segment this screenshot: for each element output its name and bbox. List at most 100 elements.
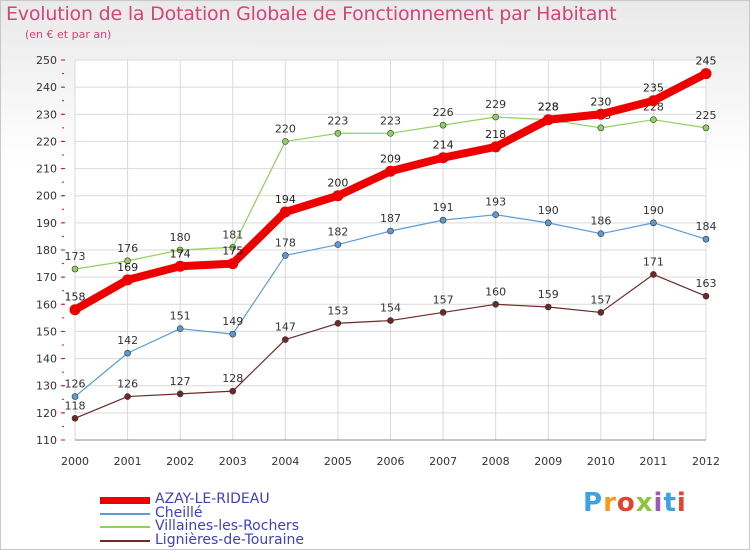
legend-label: AZAY-LE-RIDEAU xyxy=(155,491,270,507)
data-label: 173 xyxy=(65,250,86,263)
legend-swatch xyxy=(100,512,150,515)
data-label: 154 xyxy=(380,302,401,315)
data-point xyxy=(492,300,499,308)
y-tick-label: 170 xyxy=(36,271,57,284)
data-point xyxy=(71,414,79,422)
data-label: 229 xyxy=(485,98,506,111)
data-point xyxy=(437,152,449,164)
data-label: 194 xyxy=(275,193,296,206)
data-point xyxy=(492,113,499,121)
data-point xyxy=(542,114,554,126)
data-label: 214 xyxy=(433,139,454,152)
data-point xyxy=(282,252,289,259)
data-label: 181 xyxy=(222,228,243,241)
data-label: 182 xyxy=(327,226,348,239)
data-point xyxy=(387,317,394,324)
data-point xyxy=(439,309,447,316)
data-point xyxy=(229,387,237,395)
data-label: 218 xyxy=(485,128,506,141)
data-label: 223 xyxy=(327,114,348,127)
logo-letter: x xyxy=(635,488,654,518)
legend-swatch xyxy=(100,526,150,528)
data-point xyxy=(385,165,396,177)
logo-letter: r xyxy=(603,488,617,518)
x-tick-label: 2009 xyxy=(534,455,562,468)
data-point xyxy=(702,292,710,300)
data-label: 160 xyxy=(485,285,506,298)
x-tick-label: 2002 xyxy=(166,455,194,468)
y-tick-label: 150 xyxy=(36,325,57,338)
data-label: 187 xyxy=(380,212,401,225)
data-point xyxy=(439,121,447,129)
data-label: 190 xyxy=(643,204,664,217)
data-point xyxy=(71,393,79,400)
legend-swatch xyxy=(100,496,150,504)
logo-letter: i xyxy=(676,488,687,518)
data-point xyxy=(124,349,131,357)
data-point xyxy=(334,129,342,137)
data-point xyxy=(387,227,394,235)
legend-label: Lignières-de-Touraine xyxy=(155,531,304,548)
y-tick-label: 180 xyxy=(36,244,57,257)
x-tick-label: 2007 xyxy=(429,455,457,468)
data-label: 178 xyxy=(275,236,296,249)
y-tick-label: 210 xyxy=(36,163,57,176)
data-point xyxy=(282,138,289,145)
logo-letter: o xyxy=(616,488,636,518)
data-label: 149 xyxy=(222,315,243,328)
data-label: 157 xyxy=(433,293,454,306)
data-label: 228 xyxy=(538,101,559,114)
data-label: 127 xyxy=(170,375,191,388)
data-point xyxy=(229,243,237,251)
logo-letter: P xyxy=(583,488,604,518)
data-point xyxy=(176,246,184,254)
data-point xyxy=(122,274,134,286)
data-point xyxy=(334,241,342,248)
y-tick-label: 110 xyxy=(36,434,57,447)
data-point xyxy=(176,325,184,333)
data-point xyxy=(597,230,605,238)
x-tick-label: 2012 xyxy=(692,455,720,468)
data-label: 174 xyxy=(170,247,191,260)
x-tick-label: 2003 xyxy=(219,455,247,468)
data-point xyxy=(334,319,342,327)
data-label: 175 xyxy=(222,245,243,258)
y-tick-label: 130 xyxy=(36,380,57,393)
data-label: 118 xyxy=(65,399,86,412)
y-tick-label: 250 xyxy=(36,54,57,67)
data-point xyxy=(227,258,239,270)
data-point xyxy=(439,216,447,224)
data-point xyxy=(69,304,81,316)
data-label: 225 xyxy=(696,109,717,122)
data-point xyxy=(387,129,394,137)
data-point xyxy=(650,116,657,124)
data-point xyxy=(124,393,131,400)
data-label: 184 xyxy=(696,220,717,233)
data-label: 153 xyxy=(327,304,348,317)
data-point xyxy=(174,260,186,272)
logo-letter: t xyxy=(663,488,677,518)
data-label: 191 xyxy=(433,201,454,214)
data-label: 171 xyxy=(643,255,664,268)
data-point xyxy=(176,390,184,398)
data-label: 176 xyxy=(117,242,138,255)
data-label: 186 xyxy=(590,215,611,228)
legend-swatch xyxy=(100,539,150,542)
x-tick-label: 2004 xyxy=(271,455,299,468)
chart-subtitle: (en € et par an) xyxy=(25,28,112,41)
y-tick-label: 190 xyxy=(36,217,57,230)
data-label: 159 xyxy=(538,288,559,301)
data-label: 200 xyxy=(327,177,348,190)
data-label: 142 xyxy=(117,334,138,347)
data-point xyxy=(279,206,291,218)
data-label: 228 xyxy=(538,101,559,114)
data-point xyxy=(595,108,607,120)
x-tick-label: 2008 xyxy=(482,455,510,468)
y-tick-label: 230 xyxy=(36,108,57,121)
data-label: 235 xyxy=(643,82,664,95)
data-point xyxy=(647,95,659,107)
y-tick-label: 160 xyxy=(36,298,57,311)
data-point xyxy=(544,219,552,227)
data-label: 163 xyxy=(696,277,717,290)
x-tick-label: 2010 xyxy=(587,455,615,468)
